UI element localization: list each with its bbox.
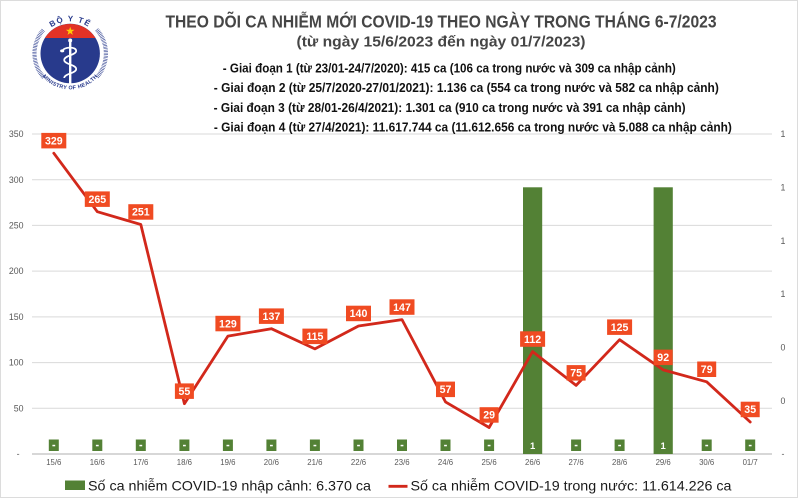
svg-text:26/6: 26/6 bbox=[525, 458, 540, 467]
svg-text:0: 0 bbox=[781, 396, 786, 406]
svg-text:265: 265 bbox=[88, 194, 106, 206]
svg-text:251: 251 bbox=[132, 207, 150, 219]
svg-text:01/7: 01/7 bbox=[743, 458, 758, 467]
svg-text:125: 125 bbox=[611, 322, 629, 334]
svg-text:29/6: 29/6 bbox=[656, 458, 671, 467]
svg-text:140: 140 bbox=[350, 308, 368, 320]
svg-text:29: 29 bbox=[483, 410, 495, 422]
svg-text:350: 350 bbox=[9, 129, 24, 139]
svg-text:20/6: 20/6 bbox=[264, 458, 279, 467]
svg-text:1: 1 bbox=[781, 182, 786, 192]
svg-text:50: 50 bbox=[14, 403, 24, 413]
svg-text:17/6: 17/6 bbox=[133, 458, 148, 467]
svg-text:(từ ngày 15/6/2023 đến ngày 01: (từ ngày 15/6/2023 đến ngày 01/7/2023) bbox=[297, 34, 586, 51]
svg-text:329: 329 bbox=[45, 135, 63, 147]
svg-text:35: 35 bbox=[744, 404, 756, 416]
svg-text:147: 147 bbox=[393, 302, 411, 314]
svg-text:79: 79 bbox=[701, 364, 713, 376]
svg-text:21/6: 21/6 bbox=[307, 458, 322, 467]
svg-text:1: 1 bbox=[530, 441, 536, 452]
svg-text:200: 200 bbox=[9, 266, 24, 276]
svg-text:16/6: 16/6 bbox=[90, 458, 105, 467]
svg-text:100: 100 bbox=[9, 358, 24, 368]
svg-text:150: 150 bbox=[9, 312, 24, 322]
svg-text:27/6: 27/6 bbox=[569, 458, 584, 467]
svg-text:23/6: 23/6 bbox=[394, 458, 409, 467]
svg-text:1: 1 bbox=[781, 129, 786, 139]
svg-text:22/6: 22/6 bbox=[351, 458, 366, 467]
svg-text:24/6: 24/6 bbox=[438, 458, 453, 467]
svg-text:-: - bbox=[17, 449, 20, 459]
svg-text:92: 92 bbox=[657, 352, 669, 364]
svg-text:30/6: 30/6 bbox=[699, 458, 714, 467]
svg-text:-: - bbox=[782, 449, 785, 459]
svg-text:Số ca nhiễm COVID-19 nhập cảnh: Số ca nhiễm COVID-19 nhập cảnh: 6.370 ca bbox=[88, 478, 371, 494]
svg-text:Số ca nhiễm COVID-19 trong nướ: Số ca nhiễm COVID-19 trong nước: 11.614.… bbox=[411, 478, 732, 494]
svg-text:112: 112 bbox=[524, 334, 541, 346]
svg-text:57: 57 bbox=[440, 384, 452, 396]
svg-text:75: 75 bbox=[570, 368, 582, 380]
svg-text:137: 137 bbox=[263, 311, 281, 323]
svg-text:18/6: 18/6 bbox=[177, 458, 192, 467]
svg-text:THEO DÕI CA NHIỄM MỚI COVID-19: THEO DÕI CA NHIỄM MỚI COVID-19 THEO NGÀY… bbox=[166, 11, 717, 32]
svg-text:1: 1 bbox=[781, 289, 786, 299]
svg-text:28/6: 28/6 bbox=[612, 458, 627, 467]
svg-text:250: 250 bbox=[9, 221, 24, 231]
svg-text:0: 0 bbox=[781, 342, 786, 352]
svg-text:- Giai đoạn 2 (từ 25/7/2020-27: - Giai đoạn 2 (từ 25/7/2020-27/01/2021):… bbox=[214, 80, 719, 95]
svg-text:15/6: 15/6 bbox=[46, 458, 61, 467]
svg-text:115: 115 bbox=[306, 331, 323, 343]
svg-text:129: 129 bbox=[219, 318, 237, 330]
svg-text:25/6: 25/6 bbox=[482, 458, 497, 467]
svg-text:- Giai đoạn 1 (từ 23/01-24/7/2: - Giai đoạn 1 (từ 23/01-24/7/2020): 415 … bbox=[223, 60, 676, 75]
svg-text:1: 1 bbox=[781, 236, 786, 246]
svg-text:300: 300 bbox=[9, 175, 24, 185]
svg-text:1: 1 bbox=[661, 441, 667, 452]
svg-text:- Giai đoạn 4 (từ 27/4/2021):: - Giai đoạn 4 (từ 27/4/2021): 11.617.744… bbox=[214, 120, 732, 135]
svg-text:55: 55 bbox=[179, 386, 191, 398]
svg-text:- Giai đoạn 3 (từ 28/01-26/4/2: - Giai đoạn 3 (từ 28/01-26/4/2021): 1.30… bbox=[214, 100, 686, 115]
svg-text:19/6: 19/6 bbox=[220, 458, 235, 467]
